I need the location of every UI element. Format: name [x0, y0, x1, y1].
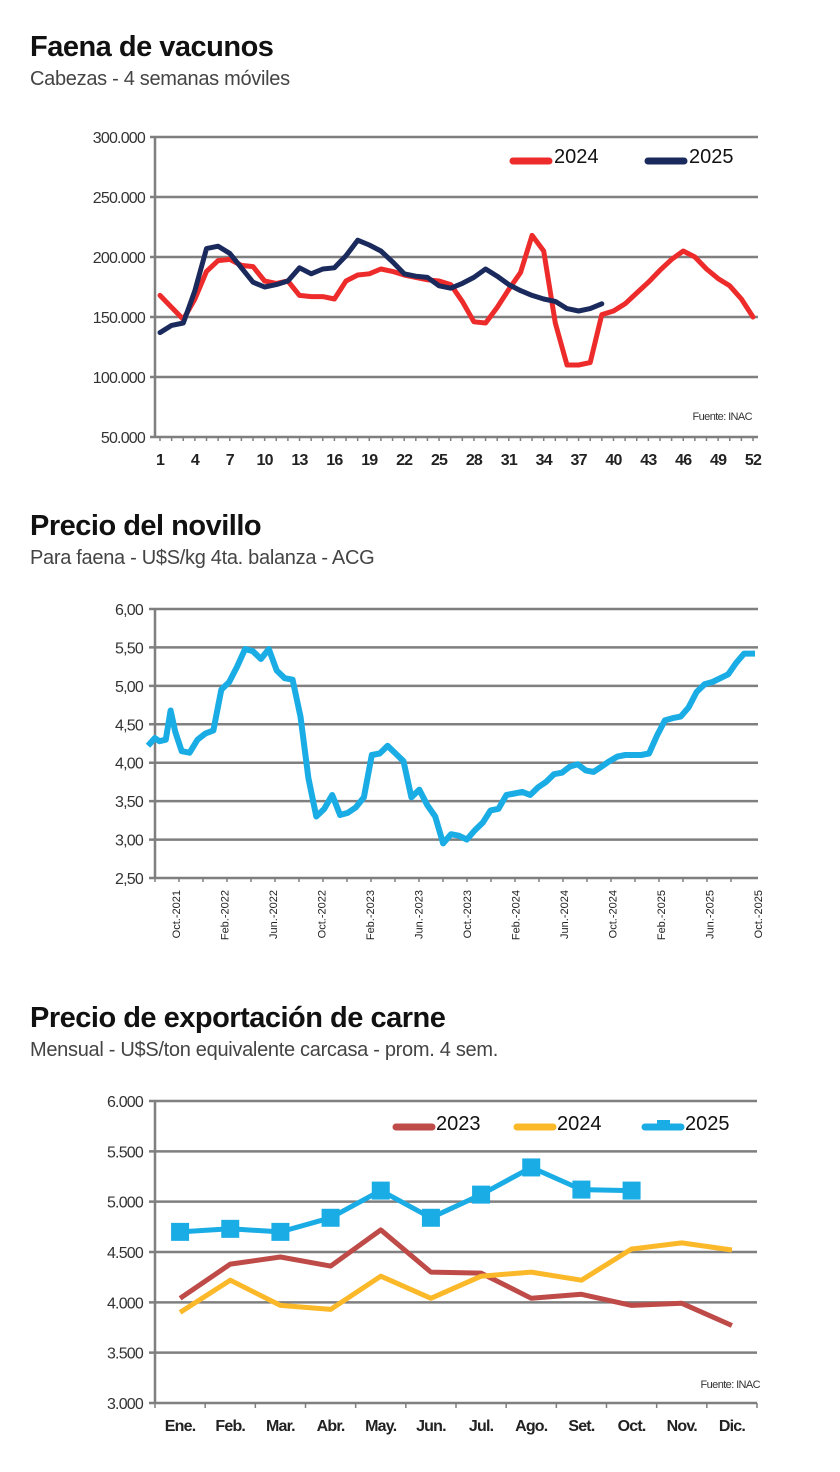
y-tick-label: 4.500 — [107, 1245, 144, 1262]
y-tick-label: 3.500 — [107, 1346, 144, 1363]
series-line-2023 — [178, 1227, 733, 1328]
series-marker-2025 — [221, 1219, 240, 1238]
x-tick-label: 34 — [536, 452, 553, 469]
x-tick-label: 37 — [570, 452, 587, 469]
y-tick-label: 100.000 — [93, 370, 146, 387]
chart3-title: Precio de exportación de carne — [30, 1002, 446, 1034]
chart1-subtitle: Cabezas - 4 semanas móviles — [30, 68, 290, 90]
x-tick-label: Feb.-2022 — [220, 890, 232, 940]
x-tick-label: 16 — [326, 452, 343, 469]
x-tick-label: Feb.-2025 — [656, 890, 668, 940]
series-line-novillo — [145, 646, 755, 847]
x-tick-label: Ago. — [515, 1418, 548, 1435]
x-tick-label: Jun.-2023 — [414, 890, 426, 939]
legend-marker-2025 — [657, 1120, 670, 1129]
series-marker-2025 — [371, 1181, 390, 1200]
source-label: Fuente: INAC — [701, 1379, 761, 1391]
x-tick-label: Set. — [568, 1418, 594, 1435]
x-tick-label: 43 — [640, 452, 657, 469]
x-tick-label: Nov. — [667, 1418, 698, 1435]
series-marker-2025 — [572, 1180, 591, 1199]
x-tick-label: Ene. — [165, 1418, 196, 1435]
series-line-2025 — [179, 1164, 632, 1235]
x-tick-label: Dic. — [719, 1418, 745, 1435]
series-marker-2025 — [171, 1222, 190, 1241]
x-tick-label: Jun.-2022 — [268, 890, 280, 939]
y-tick-label: 4,00 — [115, 756, 144, 773]
y-tick-label: 200.000 — [93, 250, 146, 267]
x-tick-label: 19 — [361, 452, 378, 469]
y-tick-label: 5,50 — [115, 640, 144, 657]
series-marker-2025 — [421, 1208, 440, 1227]
y-tick-label: 4.000 — [107, 1295, 144, 1312]
x-tick-label: 4 — [191, 452, 200, 469]
x-tick-label: Feb. — [215, 1418, 245, 1435]
y-tick-label: 2,50 — [115, 871, 144, 888]
y-tick-label: 50.000 — [101, 430, 146, 447]
y-tick-label: 3.000 — [107, 1396, 144, 1413]
series-line-2024 — [178, 1240, 733, 1315]
x-tick-label: 25 — [431, 452, 448, 469]
x-tick-label: Feb.-2024 — [511, 890, 523, 940]
legend-label-2025: 2025 — [685, 1113, 730, 1135]
x-tick-label: Oct.-2023 — [462, 890, 474, 938]
series-marker-2025 — [271, 1222, 290, 1241]
x-tick-label: 49 — [710, 452, 727, 469]
y-tick-label: 5,00 — [115, 679, 144, 696]
y-tick-label: 5.000 — [107, 1195, 144, 1212]
y-tick-label: 150.000 — [93, 310, 146, 327]
novillo-chart: 6,00 5,50 5,00 4,50 4,00 3,50 3,00 2,50 Oct.-202… — [115, 602, 765, 940]
x-tick-label: 40 — [605, 452, 622, 469]
series-line-2025 — [157, 237, 605, 336]
x-tick-label: 52 — [745, 452, 762, 469]
x-tick-label: 10 — [257, 452, 274, 469]
x-tick-label: Oct.-2024 — [608, 890, 620, 938]
x-tick-label: 22 — [396, 452, 413, 469]
legend-label-2023: 2023 — [436, 1113, 481, 1135]
chart1-title: Faena de vacunos — [30, 31, 274, 63]
x-tick-label: Oct.-2021 — [171, 890, 183, 938]
source-label: Fuente: INAC — [693, 411, 753, 423]
x-tick-label: Feb.-2023 — [365, 890, 377, 940]
y-tick-label: 3,00 — [115, 833, 144, 850]
y-tick-label: 6.000 — [107, 1094, 144, 1111]
x-tick-label: 13 — [291, 452, 308, 469]
x-tick-label: 46 — [675, 452, 692, 469]
chart2-title: Precio del novillo — [30, 510, 262, 542]
y-tick-label: 6,00 — [115, 602, 144, 619]
legend-label-2024: 2024 — [554, 146, 599, 168]
x-tick-label: Jun.-2025 — [705, 890, 717, 939]
y-tick-label: 300.000 — [93, 130, 146, 147]
chart2-subtitle: Para faena - U$S/kg 4ta. balanza - ACG — [30, 547, 375, 569]
series-marker-2025 — [522, 1158, 541, 1177]
x-tick-label: 31 — [501, 452, 518, 469]
x-tick-label: 1 — [156, 452, 165, 469]
y-tick-label: 5.500 — [107, 1144, 144, 1161]
x-tick-label: Jun.-2024 — [559, 890, 571, 939]
y-tick-label: 3,50 — [115, 794, 144, 811]
x-tick-label: Oct. — [618, 1418, 646, 1435]
y-tick-label: 4,50 — [115, 717, 144, 734]
x-tick-label: 7 — [226, 452, 235, 469]
series-marker-2025 — [321, 1208, 340, 1227]
x-tick-label: Abr. — [317, 1418, 345, 1435]
series-line-2024 — [157, 232, 756, 368]
legend-label-2025: 2025 — [689, 146, 734, 168]
x-tick-label: Mar. — [266, 1418, 295, 1435]
x-tick-label: Oct.-2022 — [317, 890, 329, 938]
series-marker-2025 — [472, 1185, 491, 1204]
y-tick-label: 250.000 — [93, 190, 146, 207]
x-tick-label: Jun. — [416, 1418, 446, 1435]
x-tick-label: Jul. — [469, 1418, 494, 1435]
legend-label-2024: 2024 — [557, 1113, 602, 1135]
x-tick-label: May. — [365, 1418, 397, 1435]
series-marker-2025 — [622, 1181, 641, 1200]
x-tick-label: Oct.-2025 — [753, 890, 765, 938]
chart3-subtitle: Mensual - U$S/ton equivalente carcasa - … — [30, 1039, 498, 1061]
x-tick-label: 28 — [466, 452, 483, 469]
faena-chart: 300.000 250.000 200.000 150.000 100.000 50.00… — [93, 130, 763, 469]
